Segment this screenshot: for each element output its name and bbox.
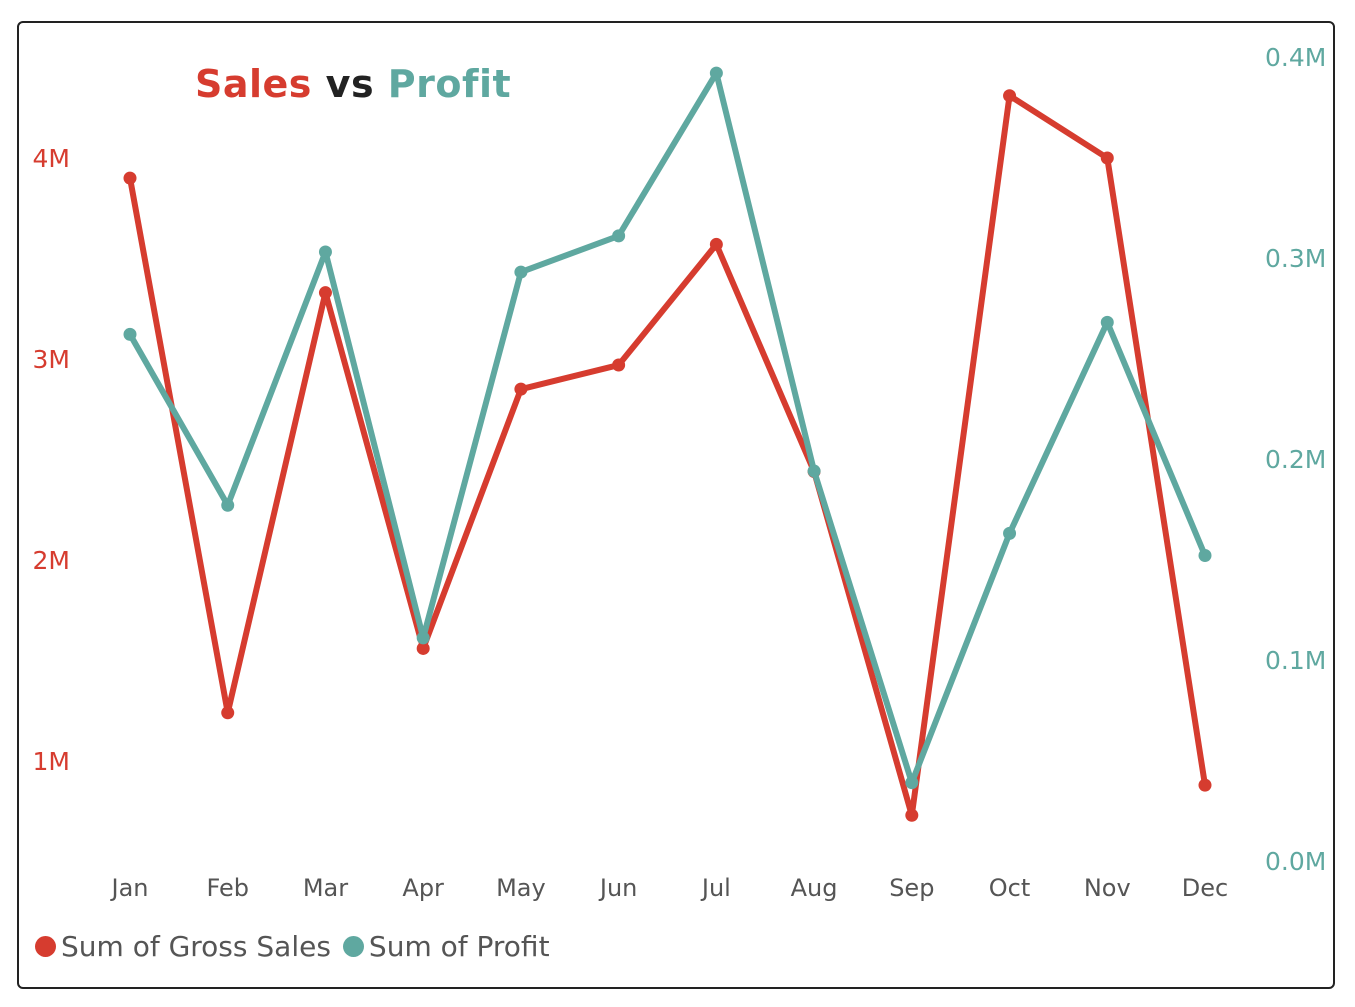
- data-point-profit: [514, 265, 528, 279]
- title-vs: vs: [325, 62, 375, 106]
- right-axis-tick: 0.3M: [1265, 244, 1326, 273]
- data-point-sales: [1100, 151, 1114, 165]
- data-point-profit: [318, 245, 332, 259]
- x-axis-tick: May: [496, 874, 546, 902]
- data-point-profit: [1003, 526, 1017, 540]
- x-axis-tick: Dec: [1182, 874, 1228, 902]
- x-axis-tick: Jan: [110, 874, 149, 902]
- data-point-sales: [318, 286, 332, 300]
- data-point-sales: [123, 171, 137, 185]
- x-axis-tick: Nov: [1084, 874, 1131, 902]
- x-axis-tick: Aug: [791, 874, 838, 902]
- x-axis-tick: Sep: [889, 874, 934, 902]
- x-axis-tick: Jun: [598, 874, 638, 902]
- data-point-profit: [807, 464, 821, 478]
- right-axis-tick: 0.1M: [1265, 646, 1326, 675]
- x-axis-tick: Mar: [303, 874, 348, 902]
- legend-dot-profit: [342, 936, 364, 957]
- chart-title: Sales vs Profit: [195, 62, 511, 106]
- legend-label-sales: Sum of Gross Sales: [61, 930, 331, 963]
- data-point-profit: [1198, 548, 1212, 562]
- legend: Sum of Gross Sales Sum of Profit: [35, 930, 562, 963]
- data-point-sales: [905, 808, 919, 822]
- data-point-profit: [905, 776, 919, 790]
- title-profit: Profit: [387, 62, 512, 106]
- x-axis-tick: Feb: [206, 874, 249, 902]
- data-point-sales: [612, 358, 626, 372]
- data-point-sales: [514, 382, 528, 396]
- data-point-profit: [612, 229, 626, 243]
- data-point-sales: [1003, 89, 1017, 103]
- data-point-sales: [709, 237, 723, 251]
- data-point-sales: [1198, 778, 1212, 792]
- series-line-profit: [127, 70, 1208, 786]
- left-axis-tick: 2M: [33, 546, 70, 575]
- left-axis-tick: 1M: [33, 747, 70, 776]
- data-point-sales: [416, 641, 430, 655]
- x-axis-tick: Jul: [700, 874, 731, 902]
- chart-frame: [17, 21, 1335, 989]
- title-sales: Sales: [195, 62, 312, 106]
- data-point-profit: [709, 66, 723, 80]
- data-point-profit: [123, 327, 137, 341]
- legend-dot-sales: [35, 936, 56, 957]
- left-axis-tick: 3M: [33, 345, 70, 374]
- data-point-sales: [221, 706, 235, 720]
- legend-item-profit[interactable]: Sum of Profit: [342, 930, 550, 963]
- right-axis-tick: 0.0M: [1265, 847, 1326, 876]
- series-line-sales: [127, 92, 1208, 819]
- legend-label-profit: Sum of Profit: [368, 930, 550, 963]
- right-axis-tick: 0.2M: [1265, 445, 1326, 474]
- right-axis-tick: 0.4M: [1265, 43, 1326, 72]
- x-axis-tick: Apr: [402, 874, 444, 902]
- data-point-profit: [1100, 315, 1114, 329]
- data-point-profit: [416, 631, 430, 645]
- legend-item-sales[interactable]: Sum of Gross Sales: [35, 930, 331, 963]
- x-axis-tick: Oct: [989, 874, 1031, 902]
- data-point-profit: [221, 498, 235, 512]
- left-axis-tick: 4M: [33, 144, 70, 173]
